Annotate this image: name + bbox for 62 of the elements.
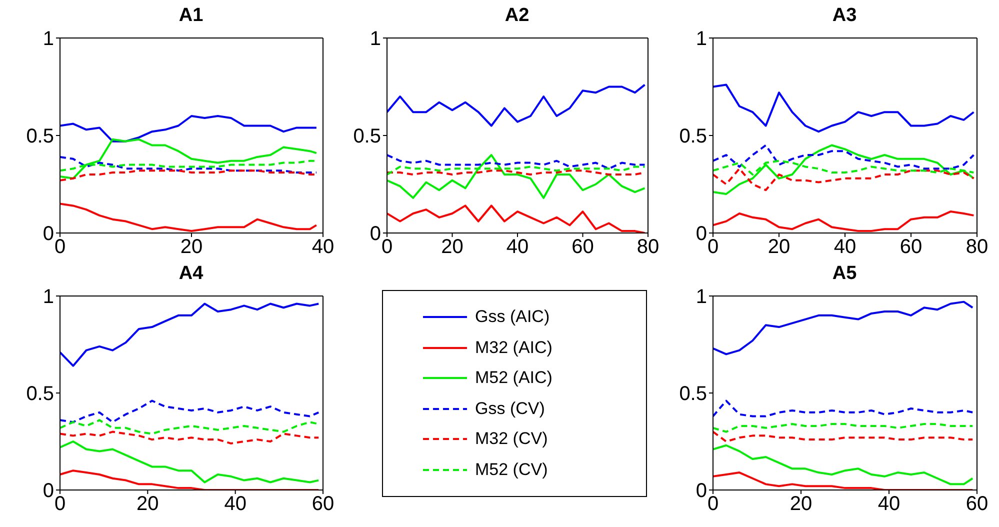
chart-title: A5 xyxy=(831,263,858,286)
y-tick-label: 1 xyxy=(696,286,707,308)
line-series xyxy=(713,144,975,195)
legend-label: Gss (AIC) xyxy=(475,307,550,328)
line-series xyxy=(713,400,974,418)
chart-title: A2 xyxy=(504,5,530,28)
x-tick-label: 40 xyxy=(506,236,529,258)
x-tick-label: 40 xyxy=(312,236,334,258)
line-series xyxy=(60,470,320,490)
y-tick-label: 1 xyxy=(370,28,381,50)
x-tick-label: 20 xyxy=(768,236,790,258)
x-tick-label: 40 xyxy=(834,236,856,258)
line-series xyxy=(713,210,975,232)
line-series xyxy=(713,300,974,356)
x-tick-label: 60 xyxy=(900,236,922,258)
line-series xyxy=(713,168,975,192)
legend-label: M32 (AIC) xyxy=(475,338,552,358)
x-tick-label: 20 xyxy=(180,236,203,258)
x-tick-label: 40 xyxy=(224,493,246,516)
y-tick-label: 1 xyxy=(42,286,54,308)
x-tick-label: 60 xyxy=(966,493,988,516)
x-tick-label: 20 xyxy=(441,236,464,258)
line-series xyxy=(387,154,646,199)
line-series xyxy=(713,472,974,490)
y-tick-label: 0.5 xyxy=(353,126,381,148)
line-series xyxy=(387,204,646,233)
chart-title: A1 xyxy=(178,5,204,28)
line-series xyxy=(60,430,320,444)
x-tick-label: 20 xyxy=(790,493,812,516)
x-tick-label: 80 xyxy=(966,236,988,258)
line-series xyxy=(60,115,318,142)
line-series xyxy=(60,302,320,367)
x-tick-label: 40 xyxy=(878,493,900,516)
line-series xyxy=(387,84,646,127)
y-tick-label: 1 xyxy=(42,28,54,50)
chart-title: A4 xyxy=(178,263,204,286)
y-tick-label: 0.5 xyxy=(679,383,707,406)
line-series xyxy=(60,138,318,180)
line-series xyxy=(713,444,974,486)
y-tick-label: 0.5 xyxy=(26,126,54,148)
legend-label: Gss (CV) xyxy=(475,398,545,419)
legend-label: M52 (AIC) xyxy=(475,368,552,388)
y-tick-label: 0.5 xyxy=(26,383,54,406)
line-series xyxy=(60,440,320,484)
legend-label: M32 (CV) xyxy=(475,429,548,450)
y-tick-label: 1 xyxy=(696,28,707,50)
line-series xyxy=(60,170,318,182)
legend-label: M52 (CV) xyxy=(475,460,548,480)
line-series xyxy=(713,423,974,433)
line-series xyxy=(713,430,974,442)
x-tick-label: 60 xyxy=(312,493,334,516)
x-tick-label: 80 xyxy=(636,236,660,258)
line-series xyxy=(387,154,646,170)
chart-title: A3 xyxy=(831,5,858,28)
x-tick-label: 20 xyxy=(136,493,159,516)
line-series xyxy=(713,144,975,170)
line-series xyxy=(60,156,318,174)
line-series xyxy=(713,84,975,133)
line-series xyxy=(60,400,320,424)
line-series xyxy=(60,202,318,232)
y-tick-label: 0.5 xyxy=(679,126,707,148)
x-tick-label: 60 xyxy=(572,236,594,258)
